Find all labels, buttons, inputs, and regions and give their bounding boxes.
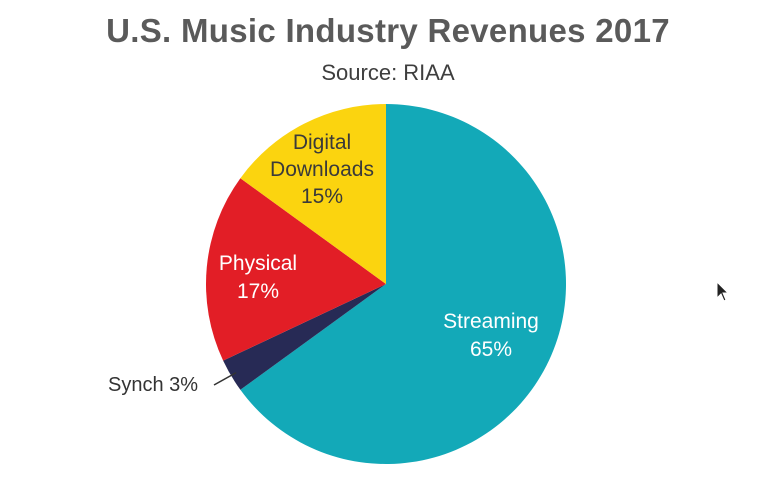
chart-subtitle: Source: RIAA <box>321 60 455 85</box>
pie-slice-digital-downloads <box>240 104 386 284</box>
slice-label-synch: Synch 3% <box>108 374 198 396</box>
chart-title: U.S. Music Industry Revenues 2017 <box>106 12 670 49</box>
mouse-pointer-icon <box>716 281 730 302</box>
slice-label-streaming: Streaming 65% <box>443 310 539 361</box>
pie-slice-physical <box>206 178 386 361</box>
slice-label-physical: Physical 17% <box>219 252 297 303</box>
pie-slice-streaming <box>240 104 567 464</box>
slice-label-digital-downloads: Digital Downloads 15% <box>270 131 374 208</box>
pie-slice-synch <box>223 284 386 390</box>
synch-leader-line <box>213 371 237 386</box>
